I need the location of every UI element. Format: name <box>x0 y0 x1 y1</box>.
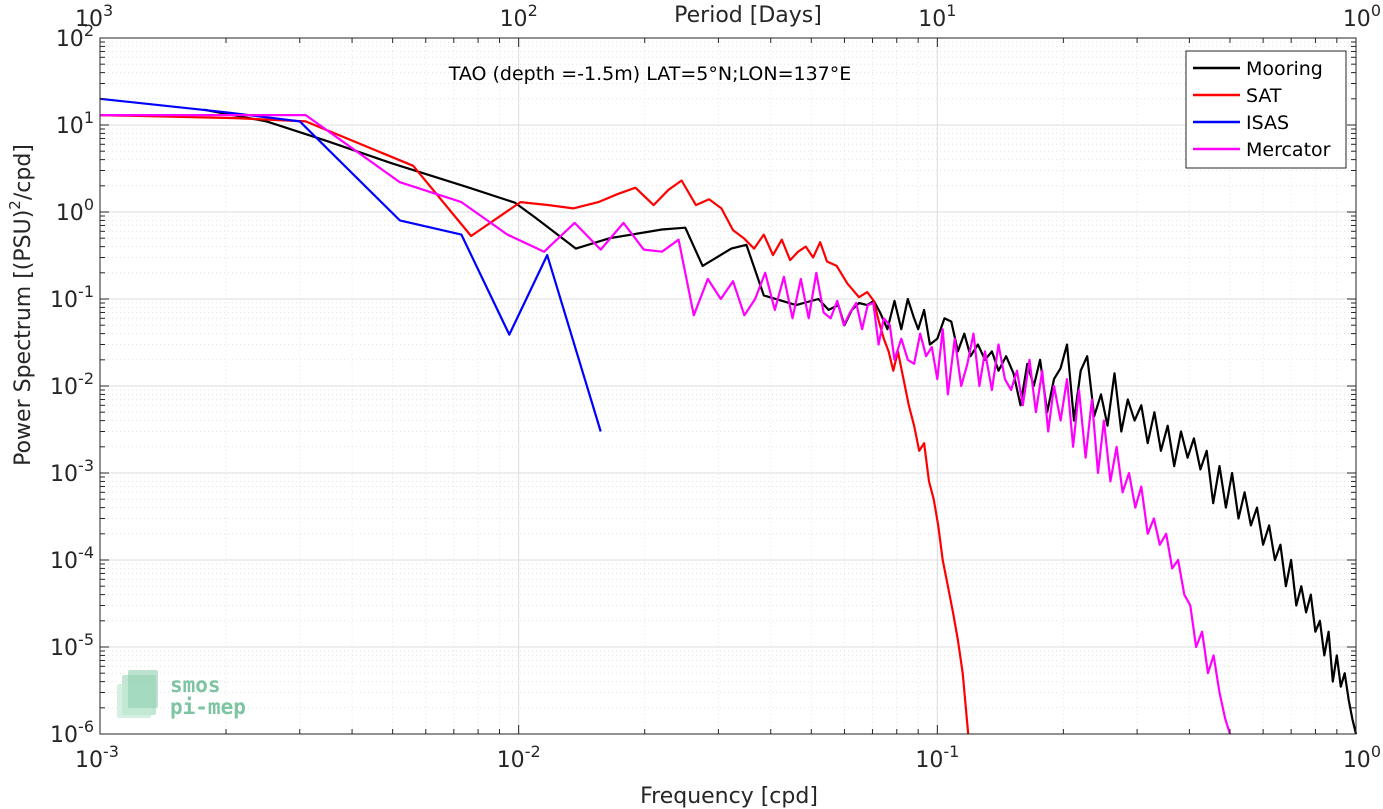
x-tick-label: 100 <box>1343 742 1381 773</box>
y-tick-label-exponent: -1 <box>78 282 94 301</box>
series-line-sat <box>99 114 970 735</box>
y-tick-label-exponent: 2 <box>84 21 94 40</box>
x-tick-label-exponent: -1 <box>943 742 959 761</box>
y-axis-label-main: Power Spectrum [(PSU) <box>11 210 36 466</box>
y-tick-label-base: 10 <box>56 201 84 226</box>
series-layer <box>99 97 1358 735</box>
series-line-isas <box>99 97 602 432</box>
top-x-tick-label: 102 <box>500 1 538 32</box>
x-tick-label-exponent: 0 <box>1371 742 1381 761</box>
legend-label-mercator: Mercator <box>1246 139 1331 161</box>
top-x-tick-label-base: 10 <box>918 7 946 32</box>
y-tick-label: 10-5 <box>50 630 94 661</box>
y-tick-label: 10-6 <box>50 717 94 748</box>
x-tick-label: 10-3 <box>75 742 119 773</box>
y-tick-label-base: 10 <box>50 723 78 748</box>
y-tick-label-exponent: -3 <box>78 456 94 475</box>
y-tick-label: 102 <box>56 21 94 52</box>
y-tick-label: 100 <box>56 195 94 226</box>
top-x-tick-label-exponent: 0 <box>1371 1 1381 20</box>
y-tick-label-base: 10 <box>56 27 84 52</box>
chart-title: TAO (depth =-1.5m) LAT=5°N;LON=137°E <box>448 63 852 85</box>
y-tick-label-base: 10 <box>50 288 78 313</box>
y-tick-label-base: 10 <box>50 462 78 487</box>
x-tick-label-base: 10 <box>75 748 103 773</box>
y-tick-label: 10-3 <box>50 456 94 487</box>
x-tick-label: 10-2 <box>497 742 541 773</box>
top-x-tick-label-base: 10 <box>1343 7 1371 32</box>
smos-pimep-logo: smos pi-mep <box>117 670 246 719</box>
x-tick-label-base: 10 <box>497 748 525 773</box>
y-tick-label-exponent: -5 <box>78 630 94 649</box>
series-line-mooring <box>203 108 1358 735</box>
y-axis-label-superscript: 2 <box>6 200 24 210</box>
legend: Mooring SAT ISAS Mercator <box>1185 50 1347 169</box>
legend-label-isas: ISAS <box>1246 112 1289 134</box>
y-tick-label-exponent: 1 <box>84 108 94 127</box>
top-x-tick-label: 101 <box>918 1 956 32</box>
y-tick-label-exponent: 0 <box>84 195 94 214</box>
top-x-tick-labels: 103 102 101 100 <box>75 1 1381 32</box>
top-x-tick-label-exponent: 1 <box>946 1 956 20</box>
y-tick-label-base: 10 <box>50 549 78 574</box>
logo-text-smos: smos <box>170 673 221 697</box>
y-tick-label: 101 <box>56 108 94 139</box>
y-tick-label-base: 10 <box>56 114 84 139</box>
x-tick-labels: 10-3 10-2 10-1 100 <box>75 742 1381 773</box>
series-line-mercator <box>100 113 1232 735</box>
y-tick-label-base: 10 <box>50 375 78 400</box>
top-x-tick-label-base: 10 <box>500 7 528 32</box>
top-x-tick-label-exponent: 3 <box>103 1 113 20</box>
x-tick-label-base: 10 <box>1343 748 1371 773</box>
y-axis-label: Power Spectrum [(PSU)2/cpd] <box>6 144 36 466</box>
tick-marks <box>99 37 1357 735</box>
y-tick-label-exponent: -4 <box>78 543 94 562</box>
top-x-tick-label: 100 <box>1343 1 1381 32</box>
y-axis-label-tail: /cpd] <box>11 144 36 200</box>
y-tick-label: 10-1 <box>50 282 94 313</box>
x-tick-label: 10-1 <box>915 742 959 773</box>
logo-text-pimep: pi-mep <box>170 695 246 719</box>
y-tick-label: 10-4 <box>50 543 94 574</box>
top-x-axis-label: Period [Days] <box>674 3 822 28</box>
y-tick-label-exponent: -2 <box>78 369 94 388</box>
y-tick-label: 10-2 <box>50 369 94 400</box>
x-tick-label-exponent: -2 <box>525 742 541 761</box>
legend-label-mooring: Mooring <box>1246 58 1323 80</box>
top-x-tick-label-base: 10 <box>75 7 103 32</box>
y-tick-label-base: 10 <box>50 636 78 661</box>
x-axis-label: Frequency [cpd] <box>640 784 818 809</box>
x-tick-label-base: 10 <box>915 748 943 773</box>
legend-label-sat: SAT <box>1246 85 1282 107</box>
top-x-tick-label-exponent: 2 <box>528 1 538 20</box>
x-tick-label-exponent: -3 <box>103 742 119 761</box>
top-x-tick-label: 103 <box>75 1 113 32</box>
y-tick-label-exponent: -6 <box>78 717 94 736</box>
